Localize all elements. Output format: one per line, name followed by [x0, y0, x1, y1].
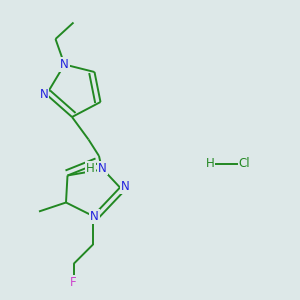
Text: N: N [90, 210, 99, 224]
Text: N: N [121, 180, 130, 194]
Text: F: F [70, 276, 77, 289]
Text: N: N [60, 58, 69, 71]
Text: Cl: Cl [239, 157, 250, 170]
Text: H: H [206, 157, 214, 170]
Text: N: N [40, 88, 49, 101]
Text: N: N [98, 161, 107, 175]
Text: H: H [86, 161, 95, 175]
